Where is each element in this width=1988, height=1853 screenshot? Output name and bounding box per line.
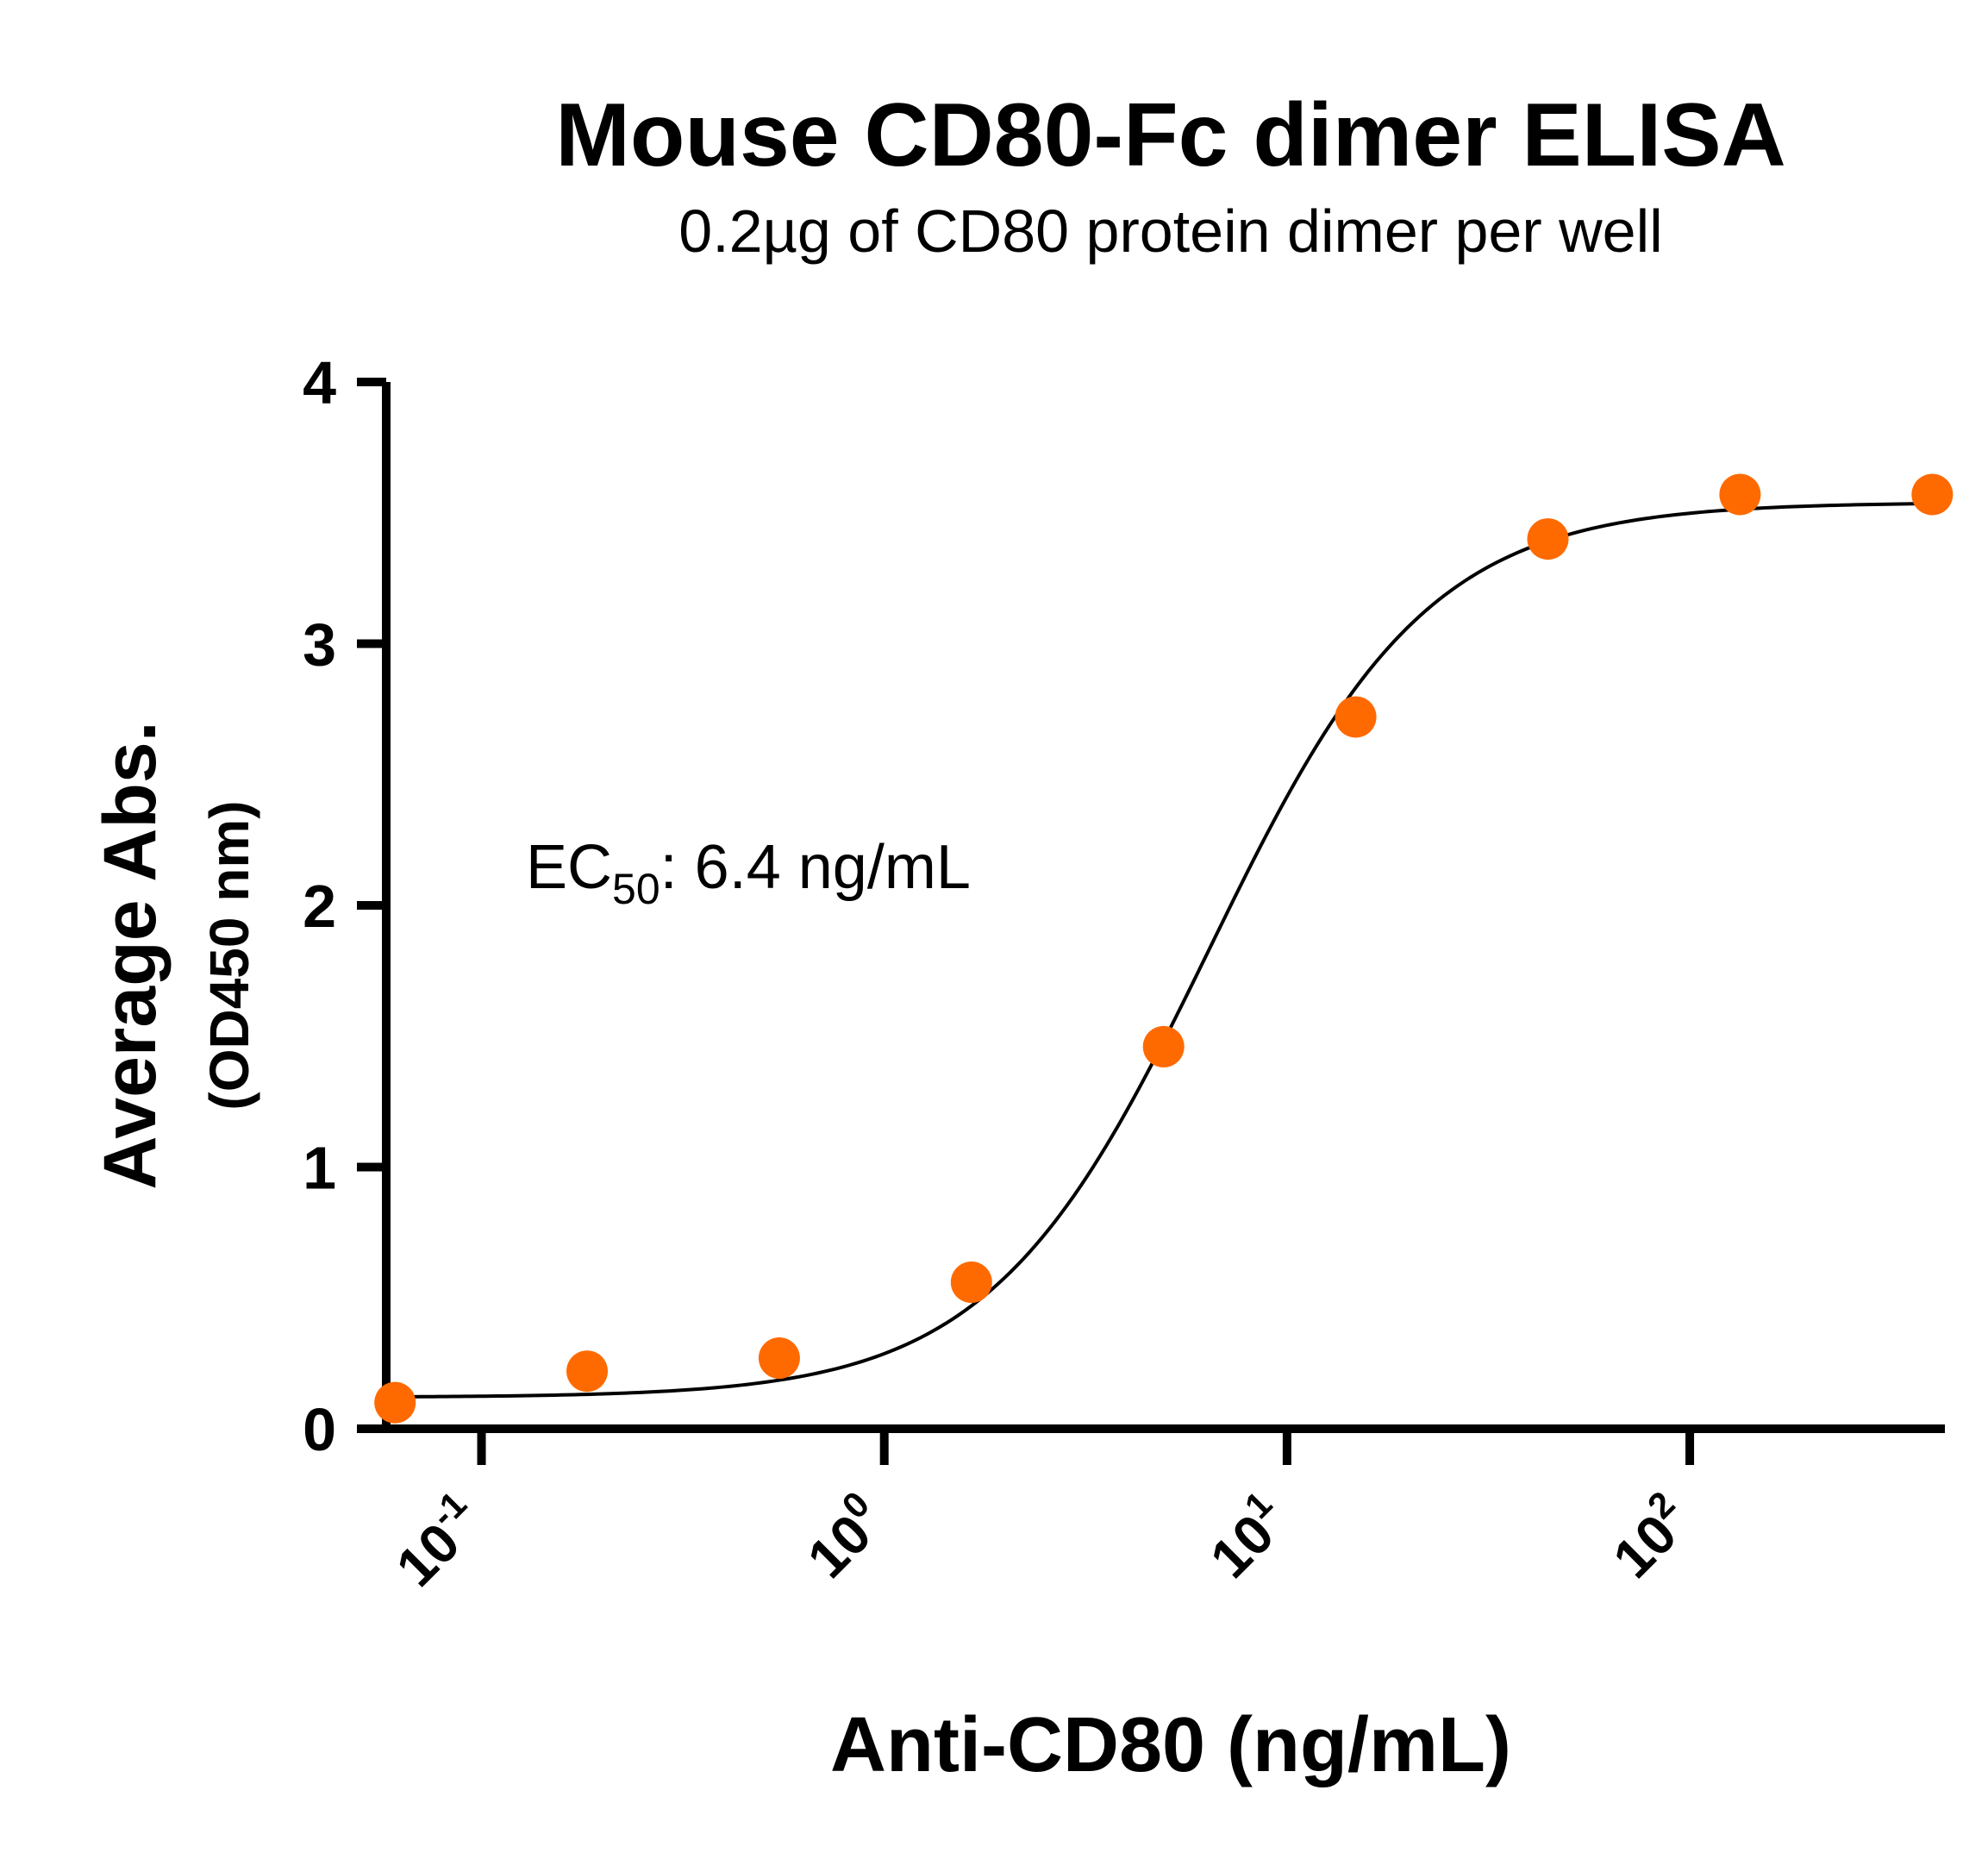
y-tick-label: 3 [303,611,336,679]
chart-title: Mouse CD80-Fc dimer ELISA [555,85,1785,185]
y-tick-label: 1 [303,1135,336,1202]
x-ticks: 10-1 100 101 102 [379,1429,1703,1599]
y-axis-label-group: Average Abs. (OD450 nm) [89,721,260,1189]
data-point [950,1261,992,1304]
ec50-annotation: EC50: 6.4 ng/mL [526,833,971,913]
data-point [1527,518,1569,560]
data-point [566,1350,609,1393]
fit-curve [395,502,1933,1399]
ec50-annotation-subscript: 50 [612,865,660,913]
x-tick-label: 101 [1193,1483,1299,1589]
y-tick-label: 0 [303,1396,336,1463]
data-points [374,473,1954,1424]
ec50-annotation-prefix: EC [526,833,612,902]
x-tick-label: 100 [791,1483,897,1589]
x-tick-label: 10-1 [379,1483,494,1598]
data-point [374,1381,416,1424]
data-point [1719,473,1761,516]
x-axis-label: Anti-CD80 (ng/mL) [830,1702,1511,1788]
y-tick-label: 4 [303,349,336,416]
y-axis-label-units: (OD450 nm) [198,800,260,1110]
y-axis-label: Average Abs. [89,721,172,1189]
y-tick-label: 2 [303,873,336,940]
ec50-annotation-suffix: : 6.4 ng/mL [660,833,971,902]
data-point [1142,1025,1185,1067]
y-ticks: 0 1 2 3 4 [303,349,386,1463]
data-point [758,1337,800,1380]
fit-curve-group [395,502,1933,1399]
chart-subtitle: 0.2µg of CD80 protein dimer per well [678,197,1662,265]
x-tick-label: 102 [1597,1483,1703,1589]
data-point [1335,696,1377,738]
data-point [1911,473,1954,516]
